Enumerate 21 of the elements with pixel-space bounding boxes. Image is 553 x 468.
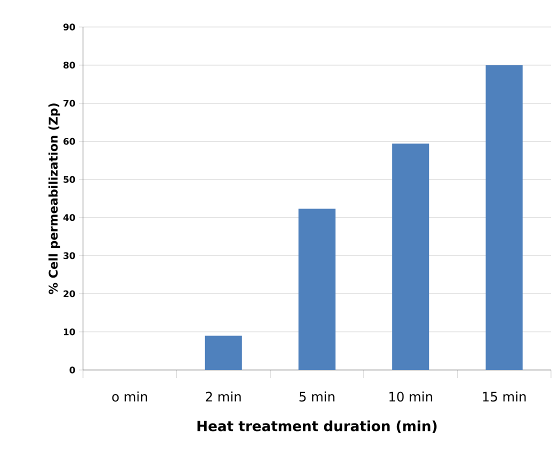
- y-tick-label: 90: [63, 24, 76, 30]
- y-tick-label: 70: [64, 100, 76, 107]
- y-tick-label: 80: [63, 62, 76, 69]
- bar: [486, 65, 523, 370]
- y-axis-title: % Cell permeabilization (Zp): [48, 104, 60, 294]
- y-tick-label: 50: [64, 176, 76, 183]
- x-axis-title: Heat treatment duration (min): [198, 420, 437, 433]
- x-tick-label: o min: [112, 392, 147, 402]
- x-tick-label: 5 min: [300, 392, 334, 402]
- bar: [298, 208, 336, 370]
- bar: [204, 336, 242, 370]
- y-tick-label: 0: [70, 366, 76, 374]
- y-tick-label: 20: [64, 290, 76, 298]
- x-tick-label: 10 min: [389, 392, 432, 402]
- x-tick-label: 2 min: [206, 392, 241, 402]
- x-tick-label: 15 min: [483, 392, 526, 402]
- y-tick-label: 60: [64, 138, 76, 145]
- y-tick-label: 30: [64, 252, 76, 260]
- bar: [392, 144, 430, 370]
- y-tick-label: 40: [63, 214, 76, 221]
- y-tick-label: 10: [64, 328, 76, 336]
